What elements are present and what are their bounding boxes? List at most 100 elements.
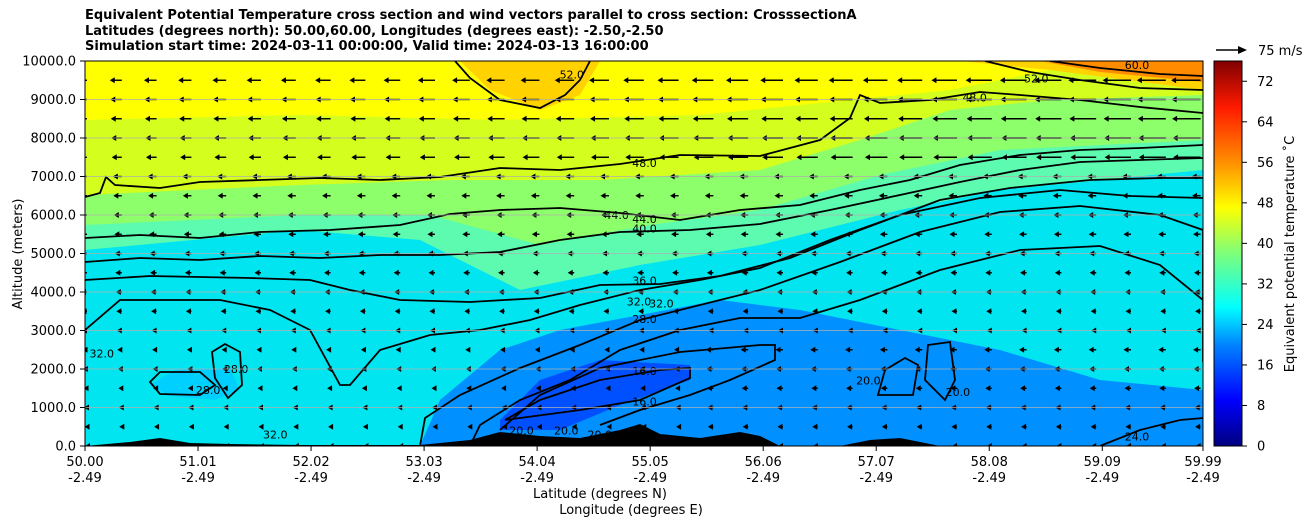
wind-vector — [85, 195, 87, 197]
wind-vector — [1090, 423, 1097, 430]
contour-line — [85, 177, 1203, 303]
wind-vector — [150, 269, 157, 276]
field-band-cyan-patch — [150, 368, 240, 400]
wind-vector — [743, 443, 749, 446]
wind-vector — [143, 77, 157, 84]
wind-vector — [565, 192, 575, 199]
wind-vector — [185, 308, 192, 315]
wind-vector — [951, 308, 957, 315]
wind-vector — [1034, 77, 1062, 84]
wind-vector — [691, 77, 714, 84]
wind-vector — [794, 77, 818, 84]
wind-vector — [847, 443, 853, 446]
wind-vector — [741, 269, 749, 276]
wind-vector — [775, 346, 783, 353]
wind-vector — [762, 154, 783, 161]
wind-vector — [1088, 231, 1097, 238]
colorbar-tick-label: 0 — [1257, 440, 1265, 455]
xlabel-line-1: Latitude (degrees N) — [533, 487, 667, 502]
wind-vector — [670, 192, 679, 199]
wind-vector — [349, 77, 366, 84]
wind-vector — [325, 308, 331, 315]
wind-vector — [880, 269, 888, 276]
wind-vector — [915, 269, 923, 276]
wind-vector — [897, 77, 923, 84]
wind-vector — [293, 443, 299, 446]
contour-line — [211, 342, 243, 400]
wind-vector — [671, 231, 679, 238]
wind-vector — [1195, 308, 1201, 315]
wind-vector — [1000, 115, 1027, 122]
contour-line — [504, 367, 691, 421]
wind-vector — [1068, 77, 1097, 84]
wind-vector — [154, 423, 160, 430]
wind-vector — [500, 346, 506, 353]
wind-vector — [287, 192, 296, 199]
contour-line — [499, 344, 776, 431]
wind-vector — [1089, 269, 1097, 276]
wind-vector — [293, 423, 299, 430]
wind-vector — [931, 77, 957, 84]
contour-label: 20.0 — [509, 425, 534, 438]
wind-vector — [829, 115, 853, 122]
wind-vector — [430, 346, 436, 353]
wind-vector — [499, 308, 505, 315]
y-tick-label: 7000.0 — [31, 170, 77, 185]
wind-vector — [290, 308, 296, 315]
contour-line — [1049, 61, 1203, 77]
wind-vector — [248, 154, 261, 161]
wind-vector — [606, 423, 612, 430]
wind-vector — [692, 115, 714, 122]
wind-vector — [254, 269, 261, 276]
wind-vector — [255, 308, 261, 315]
y-tick-label: 4000.0 — [31, 286, 77, 301]
colorbar-label: Equivalent potential temperature ˚C — [1282, 136, 1298, 372]
x-tick-lat: 59.99 — [1184, 455, 1221, 470]
wind-vector — [152, 346, 158, 353]
quiver-key-label: 75 m/s — [1258, 44, 1303, 59]
contour-label: 24.0 — [1125, 430, 1150, 443]
contour-line — [876, 356, 919, 396]
wind-vector — [467, 443, 473, 446]
colorbar-tick-label: 24 — [1257, 318, 1274, 333]
wind-vector — [327, 385, 333, 392]
wind-vector — [983, 192, 992, 199]
wind-vector — [281, 115, 296, 122]
wind-vector — [778, 443, 783, 446]
wind-vector — [363, 443, 369, 446]
wind-vector — [178, 77, 192, 84]
wind-vector — [795, 115, 818, 122]
wind-vector — [776, 269, 783, 276]
contour-label: 32.0 — [627, 296, 652, 309]
wind-vector — [397, 423, 403, 430]
wind-vector — [1159, 385, 1166, 392]
contour-label: 20.0 — [554, 425, 579, 438]
contour-label: 48.0 — [632, 157, 657, 170]
wind-vector — [85, 385, 89, 392]
wind-vector — [601, 231, 609, 238]
wind-vector — [1158, 346, 1166, 353]
wind-vector — [179, 115, 192, 122]
x-tick-lat: 54.04 — [519, 455, 556, 470]
wind-vector — [531, 231, 540, 238]
wind-vector — [247, 115, 261, 122]
wind-vector — [706, 385, 714, 392]
chart-title: Equivalent Potential Temperature cross s… — [85, 8, 857, 55]
wind-vector — [777, 423, 783, 430]
wind-vector — [116, 308, 122, 315]
wind-vector — [986, 423, 992, 430]
wind-vector — [418, 115, 435, 122]
wind-vector — [189, 443, 195, 446]
wind-vector — [1103, 115, 1131, 122]
wind-vector — [1087, 192, 1097, 199]
wind-vector — [1123, 346, 1131, 353]
wind-vector — [898, 115, 923, 122]
wind-vector — [316, 115, 331, 122]
wind-vector — [85, 79, 87, 81]
title-line-1: Equivalent Potential Temperature cross s… — [85, 8, 857, 23]
contour-line — [419, 205, 1203, 446]
wind-vector — [705, 346, 714, 353]
wind-vector — [109, 77, 122, 84]
wind-vector — [1172, 115, 1201, 122]
wind-vector — [395, 346, 401, 353]
